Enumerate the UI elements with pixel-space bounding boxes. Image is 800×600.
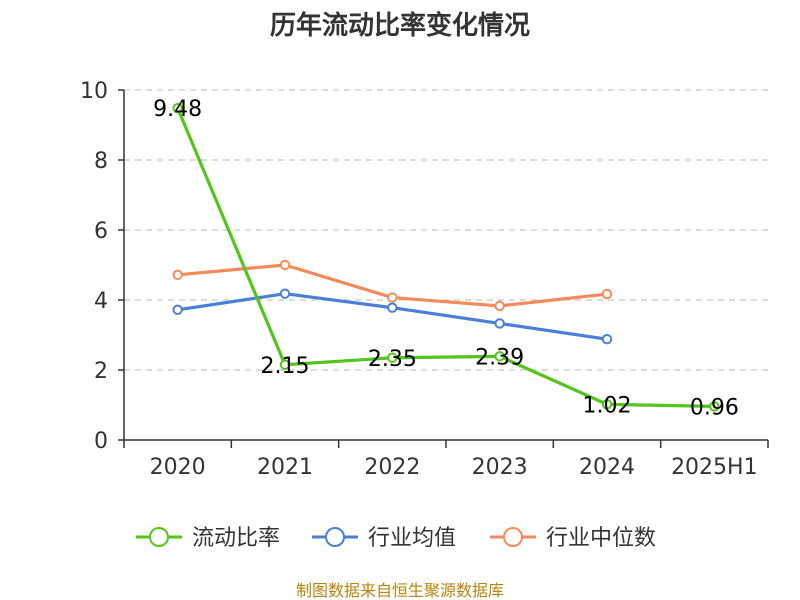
data-point[interactable]	[172, 103, 183, 114]
data-point[interactable]	[387, 352, 398, 363]
legend-marker-icon	[325, 527, 345, 547]
legend-item[interactable]: 行业均值	[312, 526, 456, 551]
data-point[interactable]	[279, 259, 291, 271]
x-tick-label: 2021	[257, 455, 313, 480]
data-label: 2.15	[261, 354, 310, 379]
x-tick-label: 2023	[472, 455, 528, 480]
data-point[interactable]	[601, 399, 613, 410]
data-point[interactable]	[601, 288, 613, 300]
data-label: 1.02	[583, 393, 632, 418]
legend-item[interactable]: 行业中位数	[490, 526, 656, 551]
data-point[interactable]	[494, 351, 505, 362]
legend-marker-icon	[503, 527, 523, 547]
data-label: 2.39	[475, 345, 524, 370]
chart-title: 历年流动比率变化情况	[270, 10, 530, 41]
data-point[interactable]	[279, 288, 291, 299]
data-point[interactable]	[172, 304, 183, 315]
legend-marker-icon	[149, 527, 169, 547]
x-tick-label: 2024	[579, 455, 635, 480]
legend-label: 行业均值	[368, 526, 456, 551]
data-point[interactable]	[709, 401, 720, 412]
data-point[interactable]	[279, 359, 291, 370]
y-tick-label: 6	[94, 219, 108, 244]
data-point[interactable]	[494, 300, 505, 312]
x-tick-label: 2020	[150, 455, 206, 480]
x-tick-label: 2025H1	[671, 455, 758, 480]
axes: 0 2 4 6 8 10 2020 2021 2022 2023 2024 2025H1	[80, 79, 769, 480]
data-label: 9.48	[153, 97, 202, 122]
y-tick-label: 2	[94, 359, 108, 384]
legend-label: 流动比率	[192, 526, 280, 551]
series-line	[176, 107, 715, 408]
grid-lines	[124, 89, 768, 371]
series-lines	[172, 103, 720, 412]
legend-item[interactable]: 流动比率	[136, 526, 280, 551]
data-point[interactable]	[601, 334, 613, 345]
source-note: 制图数据来自恒生聚源数据库	[296, 581, 504, 600]
legend-label: 行业中位数	[546, 526, 656, 551]
data-label: 0.96	[690, 395, 739, 420]
data-labels: 9.48 2.15 2.35 2.39 1.02 0.96	[153, 97, 739, 420]
y-tick-label: 8	[94, 149, 108, 174]
data-label: 2.35	[368, 347, 417, 372]
y-tick-label: 10	[80, 79, 108, 104]
data-point[interactable]	[494, 318, 505, 329]
y-tick-label: 4	[94, 289, 108, 314]
data-point[interactable]	[387, 302, 398, 313]
legend[interactable]: 流动比率 行业均值 行业中位数	[136, 526, 656, 551]
data-point[interactable]	[172, 269, 183, 280]
y-tick-label: 0	[94, 429, 108, 454]
x-tick-label: 2022	[364, 455, 420, 480]
data-point[interactable]	[387, 292, 398, 303]
